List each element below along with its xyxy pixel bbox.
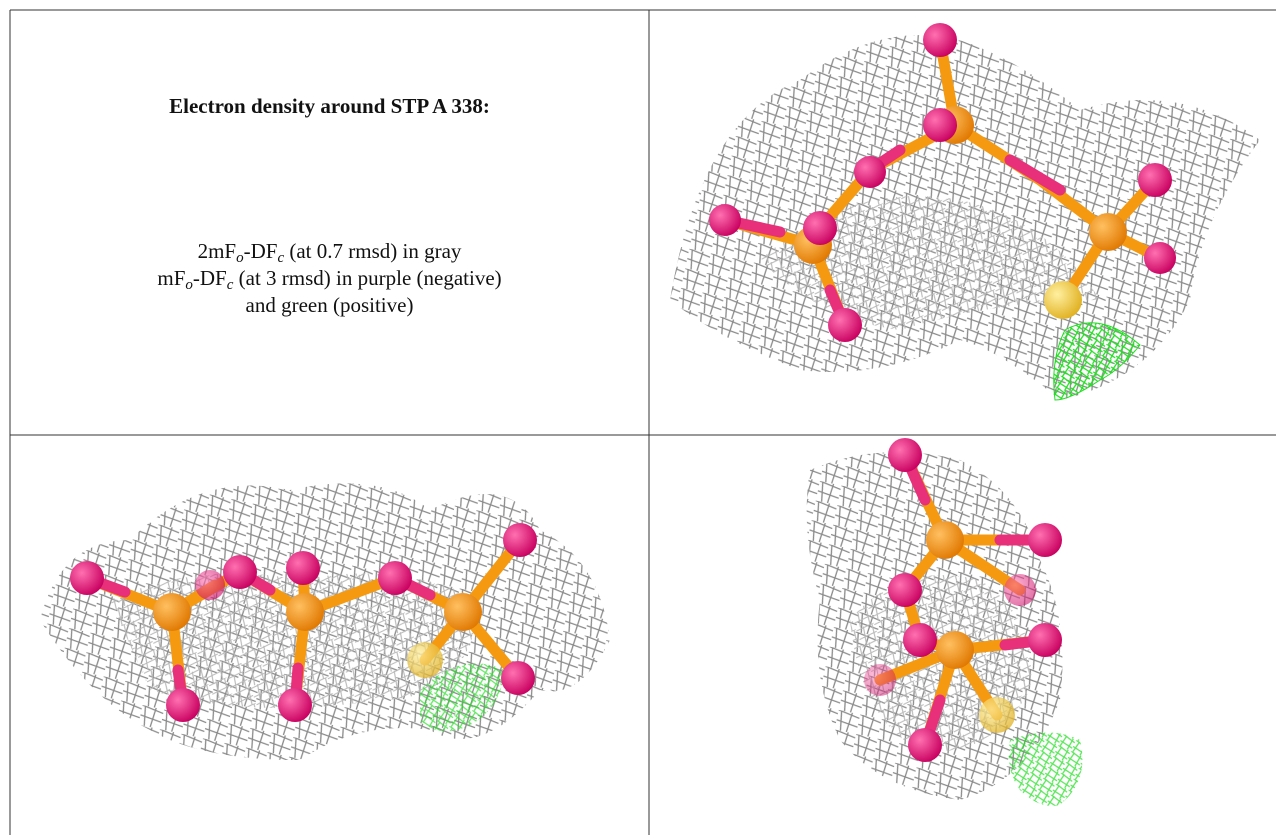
atom xyxy=(923,108,957,142)
text: and green (positive) xyxy=(246,293,414,317)
caption-lines: 2mFo-DFc (at 0.7 rmsd) in gray mFo-DFc (… xyxy=(11,238,648,319)
atom xyxy=(501,661,535,695)
atom xyxy=(286,593,324,631)
atom xyxy=(803,211,837,245)
atom xyxy=(936,631,974,669)
atom xyxy=(286,551,320,585)
caption-line: and green (positive) xyxy=(11,292,648,319)
atom xyxy=(223,555,257,589)
atom xyxy=(1144,242,1176,274)
atom xyxy=(278,688,312,722)
atom xyxy=(828,308,862,342)
text: -DF xyxy=(244,239,278,263)
atom xyxy=(70,561,104,595)
atom xyxy=(923,23,957,57)
atom xyxy=(444,593,482,631)
text: (at 0.7 rmsd) in gray xyxy=(284,239,461,263)
caption-line: mFo-DFc (at 3 rmsd) in purple (negative) xyxy=(11,265,648,292)
atom xyxy=(709,204,741,236)
caption-cell: Electron density around STP A 338: 2mFo-… xyxy=(11,11,648,434)
positive-density xyxy=(1009,733,1083,807)
subscript: o xyxy=(236,250,244,266)
page: Electron density around STP A 338: 2mFo-… xyxy=(0,0,1276,835)
atom xyxy=(1044,281,1082,319)
atom xyxy=(378,561,412,595)
atom xyxy=(888,573,922,607)
atom xyxy=(407,642,443,678)
subscript: o xyxy=(185,277,193,293)
atom xyxy=(1028,523,1062,557)
caption-title: Electron density around STP A 338: xyxy=(11,94,648,119)
text: 2mF xyxy=(198,239,237,263)
atom xyxy=(153,593,191,631)
text: -DF xyxy=(193,266,227,290)
atom xyxy=(1004,574,1036,606)
caption-line: 2mFo-DFc (at 0.7 rmsd) in gray xyxy=(11,238,648,265)
text: (at 3 rmsd) in purple (negative) xyxy=(233,266,501,290)
atom xyxy=(864,664,896,696)
atom xyxy=(908,728,942,762)
atom xyxy=(503,523,537,557)
density-view-2 xyxy=(40,483,610,760)
atom xyxy=(888,438,922,472)
density-view-3 xyxy=(807,438,1083,806)
atom xyxy=(854,156,886,188)
atom xyxy=(926,521,964,559)
atom xyxy=(1028,623,1062,657)
atom xyxy=(979,697,1015,733)
density-view-1 xyxy=(670,23,1260,400)
atom xyxy=(195,570,225,600)
atom xyxy=(1089,213,1127,251)
atom xyxy=(903,623,937,657)
atom xyxy=(166,688,200,722)
text: mF xyxy=(157,266,185,290)
atom xyxy=(1138,163,1172,197)
